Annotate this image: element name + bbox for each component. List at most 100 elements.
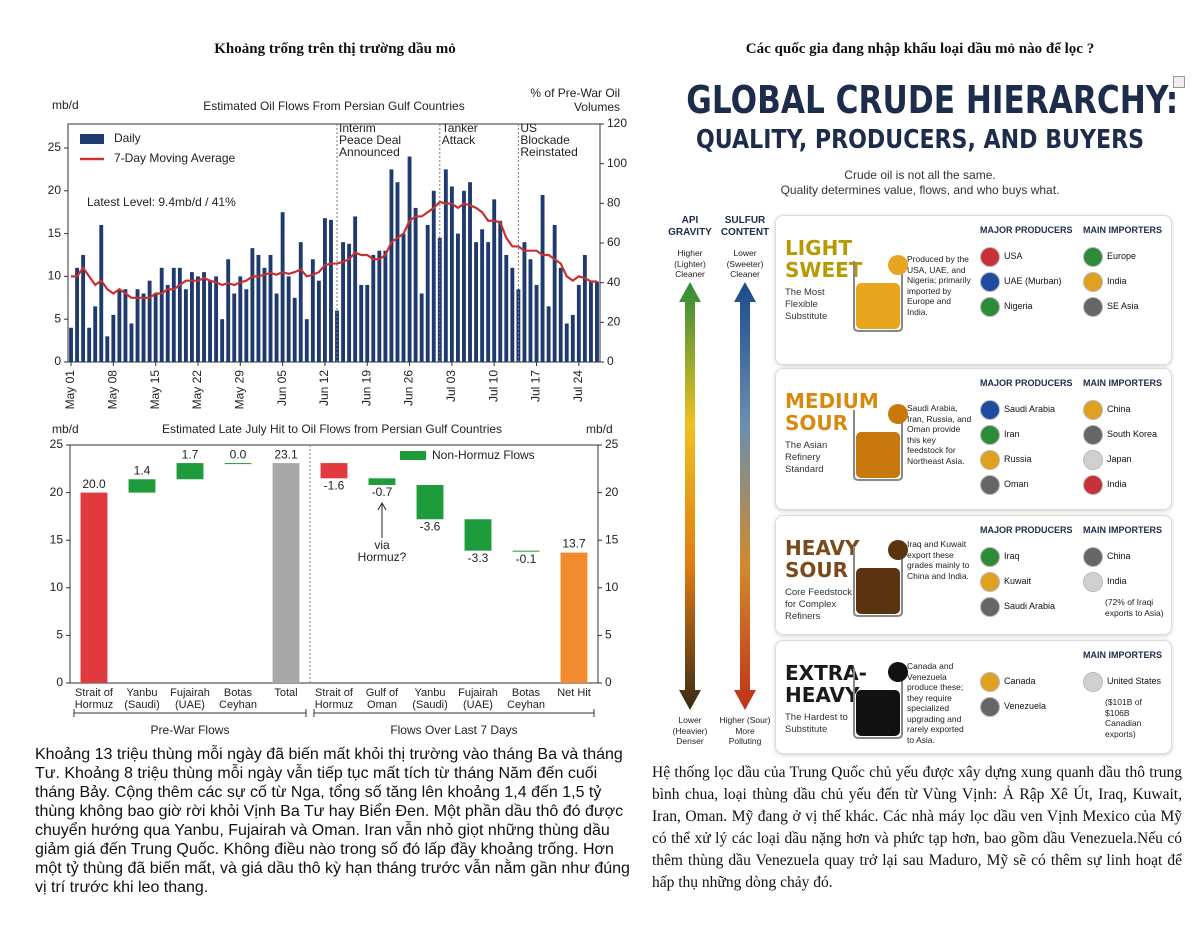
latest-level-note: Latest Level: 9.4mb/d / 41% [87,195,236,209]
y-tick-label: 25 [48,140,62,154]
flag [980,247,1000,267]
y2-tick-label: 80 [607,196,621,210]
bar [322,218,327,362]
y-tick-label: 5 [54,311,61,325]
y2-tick-label: 100 [607,156,627,170]
bar [492,199,497,362]
beaker-liquid [856,568,900,614]
x-tick-label: May 29 [232,370,246,410]
producer-name: UAE (Murban) [1004,276,1062,286]
x-tick-label: Net Hit [557,687,591,699]
bar [570,314,575,362]
bar [171,267,176,362]
y2-tick-label: 5 [605,628,612,642]
y2-axis-label: % of Pre-War Oil Volumes [530,86,620,114]
beaker-glass [853,546,903,617]
bar [93,306,98,362]
bar [123,289,128,362]
event-label: Blockade [520,133,570,147]
bar [262,267,267,362]
x-tick-label: Jul 17 [529,370,543,402]
x-tick-label: Botas Ceyhan [507,687,545,711]
x-tick-label: Strait of Hormuz [314,687,354,711]
annotation-label: via [374,538,390,552]
flag [1083,672,1103,692]
y-tick-label: 20 [48,183,62,197]
flag [1083,572,1103,592]
flag [980,400,1000,420]
producer-name: USA [1004,251,1023,261]
y-axis-label: mb/d [52,98,79,112]
tier-note: Iraq and Kuwait export these grades main… [907,539,970,581]
value-label: 1.4 [134,463,151,477]
x-tick-label: Jun 26 [402,370,416,406]
waterfall-bar [464,519,492,551]
bar [341,242,346,362]
x-tick-label: Yanbu (Saudi) [124,687,160,711]
bar [558,267,563,362]
scale-arrows [679,282,756,710]
x-tick-label: Gulf of Oman [365,687,399,711]
bar [129,323,134,362]
x-tick-label: Jul 10 [486,370,500,402]
producer-name: Saudi Arabia [1004,404,1056,414]
flag [1083,272,1103,292]
left-paragraph: Khoảng 13 triệu thùng mỗi ngày đã biến m… [35,746,630,896]
group-label: Flows Over Last 7 Days [390,723,517,737]
producer-name: Saudi Arabia [1004,601,1056,611]
bar [196,276,200,362]
chart-labels: % of Pre-War Oil Volumes Strait of Hormuz… [0,0,640,740]
importer-name: South Korea [1107,429,1158,439]
value-label: -0.7 [372,485,393,499]
bar [153,293,158,362]
bar [274,293,279,362]
tier-name: LIGHT SWEET [785,236,863,282]
y2-tick-label: 20 [607,315,621,329]
bar [377,250,382,362]
producer-name: Venezuela [1004,701,1047,711]
legend-swatch [80,134,104,144]
bar [395,182,400,362]
bar [419,293,424,362]
bar [111,314,116,362]
flag [980,597,1000,617]
info-title: GLOBAL CRUDE HIERARCHY: [686,78,1179,122]
value-label: 23.1 [274,447,298,461]
bar [105,336,110,362]
legend-label: Daily [114,131,141,145]
scale-top-label: Lower (Sweeter) Cleaner [726,248,764,279]
flag [980,672,1000,692]
value-label: -3.3 [468,551,489,565]
beaker-glass [853,410,903,481]
value-label: 13.7 [562,537,586,551]
y2-tick-label: 15 [605,532,619,546]
bar [75,267,80,362]
importers-header: MAIN IMPORTERS [1083,225,1163,235]
bar [159,267,164,362]
x-tick-label: Jun 05 [275,370,289,406]
infographic: GLOBAL CRUDE HIERARCHY: QUALITY, PRODUCER… [655,70,1185,760]
bar [474,242,479,362]
bar [183,289,188,362]
x-tick-label: Fujairah (UAE) [458,687,498,711]
bar [316,280,321,362]
waterfall-bar [128,479,156,493]
annotation-arrow [377,501,387,538]
flag [980,425,1000,445]
bar [504,254,509,362]
x-tick-label: Jun 19 [359,370,373,406]
waterfall-bar [320,463,348,479]
bar [244,289,249,362]
event-label: Interim [339,121,376,135]
importer-name: Europe [1107,251,1137,261]
scale-label: SULFUR CONTENT [720,215,770,238]
flag [1083,547,1103,567]
bar [226,259,231,362]
beaker-liquid [856,690,900,736]
waterfall-bar [416,484,444,520]
dropdown-toggle[interactable] [1173,76,1185,88]
beaker [853,404,908,481]
producer-name: Nigeria [1004,301,1033,311]
flag [1083,425,1103,445]
